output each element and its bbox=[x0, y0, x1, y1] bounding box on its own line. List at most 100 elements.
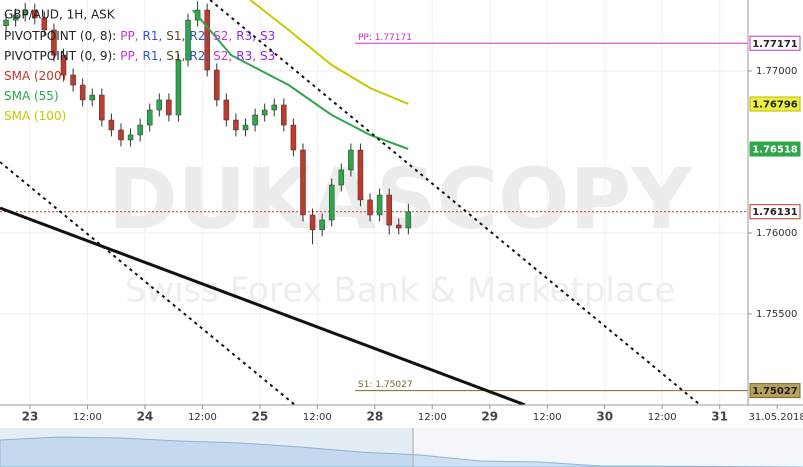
candle-body bbox=[156, 99, 163, 111]
candle-body bbox=[242, 124, 249, 131]
candle-body bbox=[99, 94, 105, 121]
candle-body bbox=[386, 194, 392, 226]
candle-body bbox=[223, 99, 230, 121]
price-marker bbox=[749, 96, 801, 112]
y-tick-label: 1.76000 bbox=[756, 228, 797, 239]
price-marker-label: 1.76518 bbox=[752, 145, 798, 156]
x-tick-label: 12:00 bbox=[188, 412, 217, 423]
candle-body bbox=[376, 194, 383, 216]
indicator-part: PP, bbox=[120, 29, 138, 43]
indicator-label: PIVOTPOINT (0, 8): PP, R1, S1, R2, S2, R3, S3 bbox=[4, 29, 275, 43]
indicator-name: SMA (55) bbox=[4, 89, 59, 103]
indicator-part: R2, bbox=[189, 49, 209, 63]
candle-body bbox=[338, 169, 345, 186]
x-tick-label: 12:00 bbox=[73, 412, 102, 423]
candle-body bbox=[204, 9, 210, 71]
indicator-part: R1, bbox=[143, 29, 163, 43]
candle-body bbox=[309, 214, 316, 231]
y-tick-label: 1.75500 bbox=[756, 309, 797, 320]
x-tick-label: 12:00 bbox=[303, 412, 332, 423]
x-tick-label: 12:00 bbox=[418, 412, 447, 423]
price-marker-label: 1.76131 bbox=[752, 207, 798, 218]
candle-body bbox=[319, 219, 325, 231]
indicator-label: SMA (100) bbox=[4, 109, 66, 123]
x-tick-label: 31.05.2018 bbox=[749, 412, 803, 423]
indicator-part: PP, bbox=[120, 49, 138, 63]
sma-line bbox=[192, 9, 409, 150]
price-marker-label: 1.75027 bbox=[752, 386, 798, 397]
candle-body bbox=[60, 54, 67, 76]
watermark-tagline: Swiss Forex Bank & Marketplace bbox=[125, 271, 676, 311]
candle-body bbox=[32, 9, 38, 19]
candle-body bbox=[51, 29, 57, 56]
x-tick-label: 29 bbox=[481, 410, 498, 424]
grid bbox=[0, 0, 748, 405]
candle-body bbox=[41, 17, 48, 31]
y-tick-label: 1.77000 bbox=[756, 66, 797, 77]
candle-body bbox=[233, 119, 239, 131]
indicator-part: S2, bbox=[213, 29, 232, 43]
legend: GBP/AUD, 1H, ASK PIVOTPOINT (0, 8): PP, R1,… bbox=[4, 8, 275, 123]
indicator-part: S3 bbox=[260, 29, 275, 43]
candle-body bbox=[175, 59, 182, 116]
candle-body bbox=[271, 104, 277, 111]
trend-line bbox=[209, 0, 701, 405]
candle-body bbox=[300, 149, 306, 216]
price-marker-label: 1.76796 bbox=[752, 100, 798, 111]
candle-body bbox=[261, 109, 268, 116]
candle-body bbox=[357, 149, 364, 201]
indicator-name: SMA (100) bbox=[4, 109, 66, 123]
price-marker bbox=[749, 35, 801, 51]
candle-body bbox=[137, 124, 143, 136]
candle-body bbox=[214, 69, 220, 101]
instrument: GBP/AUD, 1H, ASK bbox=[4, 8, 116, 22]
candle-body bbox=[405, 211, 412, 229]
indicator-part: S3 bbox=[260, 49, 275, 63]
candle-body bbox=[146, 109, 153, 126]
indicator-label: SMA (200) bbox=[4, 69, 66, 83]
indicator-part: R3, bbox=[236, 49, 256, 63]
candle-body bbox=[108, 119, 115, 131]
price-marker bbox=[749, 204, 801, 220]
x-tick-label: 24 bbox=[137, 410, 154, 424]
candle-body bbox=[22, 9, 28, 16]
candle-body bbox=[252, 114, 258, 126]
indicator-part: S2, bbox=[213, 49, 232, 63]
trend-line bbox=[0, 206, 526, 405]
indicator-name: SMA (200) bbox=[4, 69, 66, 83]
indicator-name: PIVOTPOINT (0, 8): bbox=[4, 29, 116, 43]
x-tick-label: 25 bbox=[252, 410, 269, 424]
sma-line bbox=[249, 0, 409, 105]
indicator-label: SMA (55) bbox=[4, 89, 59, 103]
navigator-window[interactable] bbox=[0, 428, 413, 467]
x-tick-label: 28 bbox=[366, 410, 383, 424]
x-tick-label: 30 bbox=[596, 410, 613, 424]
indicator-part: S1, bbox=[166, 49, 185, 63]
x-tick-label: 12:00 bbox=[533, 412, 562, 423]
candle-body bbox=[3, 19, 9, 26]
candle-body bbox=[127, 134, 134, 141]
price-marker-label: 1.77171 bbox=[752, 39, 798, 50]
indicator-part: S1, bbox=[166, 29, 185, 43]
trend-line bbox=[0, 161, 296, 405]
candle-body bbox=[290, 124, 297, 151]
candle-body bbox=[12, 14, 19, 21]
candle-body bbox=[118, 129, 124, 141]
indicator-part: R1, bbox=[143, 49, 163, 63]
watermark-brand: DUKASCOPY bbox=[108, 150, 693, 248]
indicator-name: PIVOTPOINT (0, 9): bbox=[4, 49, 116, 63]
candle-body bbox=[70, 74, 76, 86]
pivot-label: PP: 1.77171 bbox=[358, 33, 412, 43]
candle-body bbox=[328, 184, 335, 221]
x-tick-label: 31 bbox=[711, 410, 728, 424]
x-tick-label: 23 bbox=[22, 410, 39, 424]
axes: 1.75500 1.76000 1.77000 23 12:00 24 12:00 25 12:… bbox=[22, 35, 803, 424]
candle-body bbox=[79, 84, 86, 101]
candle-body bbox=[89, 94, 95, 101]
price-marker bbox=[749, 383, 801, 399]
candle-body bbox=[185, 19, 191, 61]
candle-body bbox=[348, 149, 354, 171]
candle-body bbox=[367, 199, 373, 216]
